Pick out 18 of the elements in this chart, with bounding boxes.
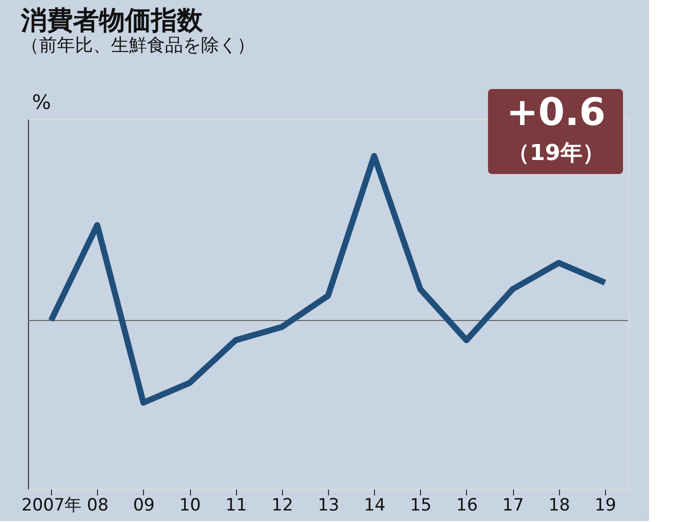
x-tick-label: 10	[179, 496, 201, 516]
x-tick-label: 14	[364, 496, 386, 516]
x-tick-label: 08	[86, 496, 109, 516]
text: +0.6	[506, 90, 606, 134]
x-tick-label: 17	[502, 496, 524, 516]
x-tick-label: 18	[548, 496, 570, 516]
x-tick-label: 09	[133, 496, 155, 516]
x-tick-label: 16	[456, 496, 478, 516]
x-tick-label: 15	[410, 496, 432, 516]
annotation: （19年）	[508, 141, 604, 166]
chart-subtitle: （前年比、生鮮食品を除く）	[20, 35, 255, 56]
x-tick-label: 12	[272, 496, 294, 516]
y-axis-title: %	[32, 90, 52, 114]
chart-title: 消費者物価指数	[20, 6, 204, 36]
x-tick-label: 2007年	[21, 496, 82, 516]
x-tick-label: 19	[594, 496, 616, 516]
x-tick-label: 11	[225, 496, 248, 516]
x-tick-label: 13	[318, 496, 340, 516]
